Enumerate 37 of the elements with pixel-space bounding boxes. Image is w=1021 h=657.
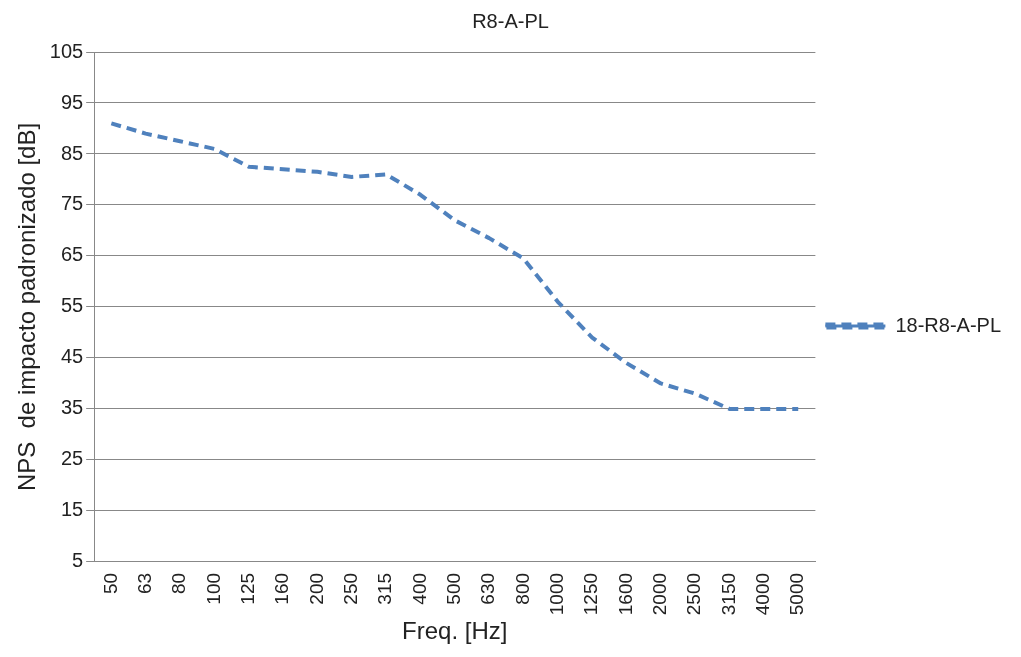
y-tick-label: 95: [60, 90, 84, 113]
x-tick-label: 5000: [786, 572, 808, 616]
x-tick-label: 125: [236, 572, 258, 605]
y-tick-label: 25: [60, 447, 84, 470]
line-series: [109, 121, 801, 411]
y-tick-label: 75: [60, 192, 84, 215]
y-tick-label: 15: [60, 498, 84, 521]
x-tick-label: 100: [202, 572, 224, 605]
y-axis-title: NPS de impacto padronizado [dB]: [13, 122, 41, 492]
y-tick-label: 55: [60, 294, 84, 317]
y-tick-label: 65: [60, 243, 84, 266]
x-tick-label: 1000: [546, 572, 568, 616]
x-tick-label: 4000: [752, 572, 774, 616]
y-tick-label: 5: [72, 549, 84, 572]
chart-title: R8-A-PL: [472, 9, 549, 32]
x-tick-label: 2500: [683, 572, 705, 616]
x-tick-label: 200: [305, 572, 327, 605]
y-tick-label: 45: [60, 345, 84, 368]
x-tick-label: 400: [408, 572, 430, 605]
x-tick-label: 3150: [717, 572, 739, 616]
y-tick-label: 105: [49, 39, 84, 62]
x-tick-label: 800: [511, 572, 533, 605]
x-tick-label: 1250: [580, 572, 602, 616]
x-tick-label: 50: [99, 572, 121, 595]
x-tick-label: 63: [133, 572, 155, 595]
x-tick-label: 250: [339, 572, 361, 605]
legend-label: 18-R8-A-PL: [895, 313, 1002, 336]
x-tick-label: 500: [443, 572, 465, 605]
y-tick-label: 35: [60, 396, 84, 419]
x-tick-label: 2000: [649, 572, 671, 616]
x-tick-label: 1600: [614, 572, 636, 616]
x-tick-label: 630: [477, 572, 499, 605]
x-tick-label: 160: [271, 572, 293, 605]
x-axis-title: Freq. [Hz]: [402, 617, 508, 645]
x-tick-label: 80: [168, 572, 190, 595]
x-tick-label: 315: [374, 572, 396, 605]
y-tick-label: 85: [60, 141, 84, 164]
